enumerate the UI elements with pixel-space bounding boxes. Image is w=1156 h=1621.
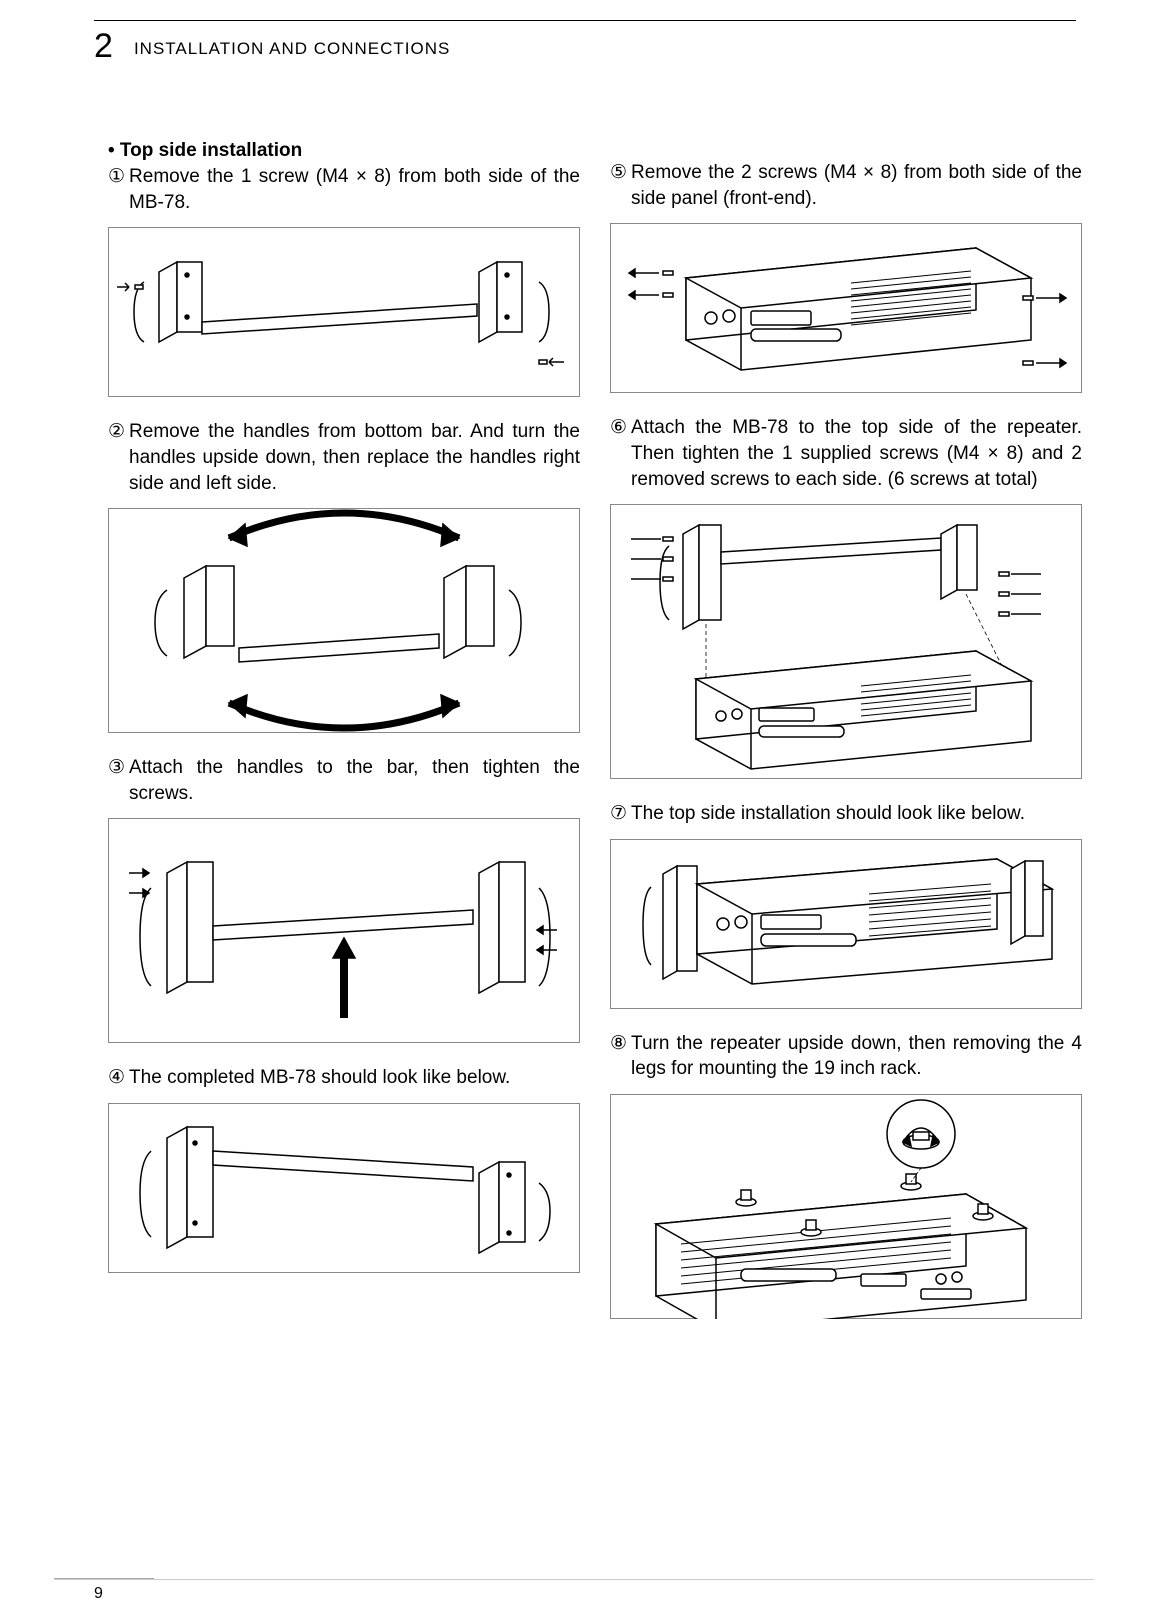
completed-bracket-icon — [109, 1103, 579, 1273]
assembled-top-icon — [611, 839, 1081, 1009]
page-number: 9 — [54, 1578, 154, 1603]
section-heading: • Top side installation — [108, 140, 580, 162]
step-text: The completed MB-78 should look like bel… — [129, 1065, 580, 1091]
step-number: ④ — [108, 1065, 125, 1091]
handle-flip-icon — [109, 508, 579, 733]
step-text: The top side installation should look li… — [631, 801, 1082, 827]
figure-3 — [108, 818, 580, 1043]
chapter-title: INSTALLATION AND CONNECTIONS — [134, 27, 450, 59]
step-text: Remove the 1 screw (M4 × 8) from both si… — [129, 164, 580, 215]
step-4: ④ The completed MB-78 should look like b… — [108, 1065, 580, 1091]
step-number: ① — [108, 164, 125, 190]
step-2: ② Remove the handles from bottom bar. An… — [108, 419, 580, 496]
step-1: ① Remove the 1 screw (M4 × 8) from both … — [108, 164, 580, 215]
step-number: ⑦ — [610, 801, 627, 827]
bracket-bar-icon — [109, 227, 579, 397]
step-text: Attach the handles to the bar, then tigh… — [129, 755, 580, 806]
figure-8 — [610, 1094, 1082, 1319]
step-8: ⑧ Turn the repeater upside down, then re… — [610, 1031, 1082, 1082]
repeater-side-screws-icon — [611, 223, 1081, 393]
chapter-number: 2 — [94, 27, 113, 66]
figure-7 — [610, 839, 1082, 1009]
step-number: ③ — [108, 755, 125, 781]
step-number: ② — [108, 419, 125, 445]
figure-6 — [610, 504, 1082, 779]
step-6: ⑥ Attach the MB-78 to the top side of th… — [610, 415, 1082, 492]
step-text: Remove the 2 screws (M4 × 8) from both s… — [631, 160, 1082, 211]
step-number: ⑥ — [610, 415, 627, 441]
step-text: Turn the repeater upside down, then remo… — [631, 1031, 1082, 1082]
page-header: 2 INSTALLATION AND CONNECTIONS — [94, 20, 1076, 66]
step-text: Remove the handles from bottom bar. And … — [129, 419, 580, 496]
step-number: ⑧ — [610, 1031, 627, 1057]
left-column: • Top side installation ① Remove the 1 s… — [108, 140, 580, 1341]
figure-1 — [108, 227, 580, 397]
figure-4 — [108, 1103, 580, 1273]
step-number: ⑤ — [610, 160, 627, 186]
attach-handles-icon — [109, 818, 579, 1043]
right-column: ⑤ Remove the 2 screws (M4 × 8) from both… — [610, 140, 1082, 1341]
figure-2 — [108, 508, 580, 733]
step-text: Attach the MB-78 to the top side of the … — [631, 415, 1082, 492]
step-3: ③ Attach the handles to the bar, then ti… — [108, 755, 580, 806]
attach-bracket-repeater-icon — [611, 504, 1081, 779]
figure-5 — [610, 223, 1082, 393]
step-5: ⑤ Remove the 2 screws (M4 × 8) from both… — [610, 160, 1082, 211]
remove-legs-icon — [611, 1094, 1081, 1319]
content-area: • Top side installation ① Remove the 1 s… — [108, 140, 1076, 1341]
step-7: ⑦ The top side installation should look … — [610, 801, 1082, 827]
